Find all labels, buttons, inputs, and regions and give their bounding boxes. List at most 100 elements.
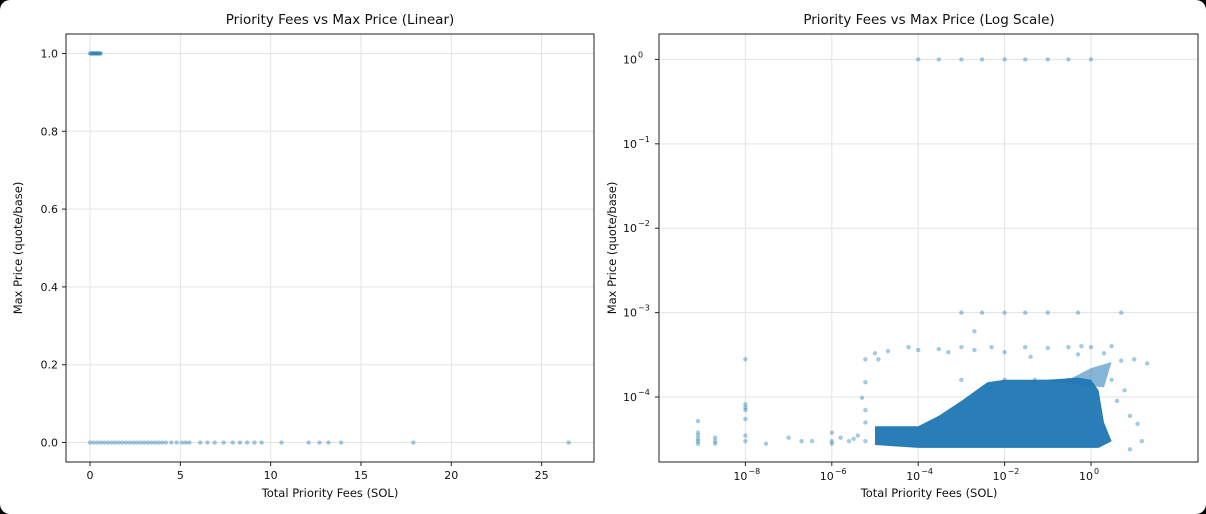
log-data-point <box>1023 344 1028 350</box>
log-data-point <box>1002 377 1007 383</box>
linear-y-ticks: 0.0 0.2 0.4 0.6 0.8 1.0 <box>41 47 66 450</box>
linear-x-tick-label: 5 <box>177 469 184 482</box>
log-data-point <box>713 435 718 440</box>
log-data-point <box>1109 344 1114 349</box>
linear-data-point <box>145 440 151 445</box>
log-data-point <box>1118 358 1124 363</box>
linear-data-point <box>187 440 192 445</box>
log-data-point <box>743 357 748 362</box>
linear-data-point <box>174 440 179 445</box>
linear-data-point <box>98 440 104 445</box>
log-data-point <box>1023 57 1028 62</box>
linear-x-tick-label: 20 <box>444 469 458 482</box>
log-data-point <box>695 418 701 424</box>
log-data-point <box>1002 349 1007 355</box>
log-data-point <box>863 379 868 385</box>
log-x-ticks: 10 −8 10 −6 10 −4 10 −2 10 0 <box>733 462 1099 483</box>
linear-data-point <box>87 51 93 56</box>
log-data-point <box>713 438 718 444</box>
linear-data-point <box>163 440 169 445</box>
linear-gridlines <box>66 34 594 462</box>
log-axes-frame <box>658 33 1199 463</box>
log-data-point <box>936 346 942 352</box>
log-cloud-fringe <box>961 362 1112 388</box>
log-data-point <box>1045 57 1050 62</box>
log-data-point <box>695 438 701 444</box>
linear-data-point <box>131 440 136 445</box>
linear-data-point <box>92 51 97 56</box>
log-data-point <box>1088 57 1094 62</box>
log-data-point <box>1028 354 1033 359</box>
linear-data-point <box>134 440 140 445</box>
log-data-point <box>1088 344 1094 350</box>
linear-data-point <box>317 440 322 445</box>
log-x-tick-label: 10 <box>1079 470 1093 483</box>
log-data-point <box>859 395 865 400</box>
log-data-point <box>1122 388 1127 393</box>
log-data-point <box>972 347 977 353</box>
linear-points <box>87 51 571 445</box>
log-gridlines <box>659 34 1198 462</box>
log-x-tick-exponent: −8 <box>748 467 760 476</box>
linear-data-point <box>183 440 188 445</box>
linear-data-point <box>566 440 571 445</box>
linear-data-point <box>91 440 96 445</box>
log-data-point <box>1144 361 1150 366</box>
log-x-axis-label: Total Priority Fees (SOL) <box>860 486 998 500</box>
log-data-point <box>1127 413 1133 418</box>
log-data-point <box>829 438 834 444</box>
log-scatter-plot: Priority Fees vs Max Price (Log Scale) 1… <box>605 12 1199 500</box>
linear-data-point <box>221 440 226 445</box>
log-points <box>695 57 1150 452</box>
log-data-point <box>959 310 964 315</box>
linear-data-point <box>91 51 96 56</box>
linear-data-point <box>149 440 154 445</box>
log-x-tick-exponent: −4 <box>921 467 933 476</box>
log-data-point <box>846 438 852 444</box>
log-y-tick-exponent: −3 <box>638 304 650 313</box>
linear-data-point <box>123 440 129 445</box>
linear-data-point <box>279 440 284 445</box>
linear-data-point <box>95 51 101 56</box>
log-data-point <box>979 57 985 62</box>
log-data-point <box>959 57 964 62</box>
linear-y-tick-label: 0.0 <box>41 437 59 450</box>
log-data-point <box>885 348 891 354</box>
linear-data-point <box>338 440 344 445</box>
linear-x-axis-label: Total Priority Fees (SOL) <box>261 486 399 500</box>
linear-y-tick-label: 0.6 <box>41 203 59 216</box>
log-y-tick-label: 10 <box>623 222 637 235</box>
log-y-axis-label: Max Price (quote/base) <box>605 182 619 315</box>
log-x-tick-label: 10 <box>906 470 920 483</box>
log-data-point <box>936 57 942 62</box>
log-data-point <box>799 438 804 444</box>
log-data-point <box>1079 344 1084 349</box>
log-data-point <box>695 441 701 446</box>
log-y-tick-label: 10 <box>623 391 637 404</box>
log-x-tick-exponent: −6 <box>835 467 847 476</box>
log-y-tick-exponent: −4 <box>638 388 650 397</box>
log-data-point <box>1135 421 1140 427</box>
log-x-tick-exponent: −2 <box>1008 467 1020 476</box>
log-data-point <box>872 351 878 356</box>
log-data-point <box>1066 57 1071 62</box>
linear-x-tick-label: 0 <box>87 469 94 482</box>
linear-data-point <box>306 440 311 445</box>
linear-y-tick-label: 0.8 <box>41 125 59 138</box>
log-data-point <box>1127 447 1133 452</box>
linear-x-tick-label: 15 <box>354 469 368 482</box>
linear-data-point <box>152 440 158 445</box>
linear-data-point <box>411 440 416 445</box>
linear-data-point <box>105 440 111 445</box>
linear-data-point <box>160 440 165 445</box>
log-data-point <box>1066 377 1071 383</box>
log-data-point <box>743 407 748 413</box>
linear-data-point <box>205 440 210 445</box>
log-data-point <box>1045 345 1050 351</box>
log-data-point <box>695 430 701 435</box>
linear-data-point <box>198 440 203 445</box>
linear-data-point <box>120 440 125 445</box>
